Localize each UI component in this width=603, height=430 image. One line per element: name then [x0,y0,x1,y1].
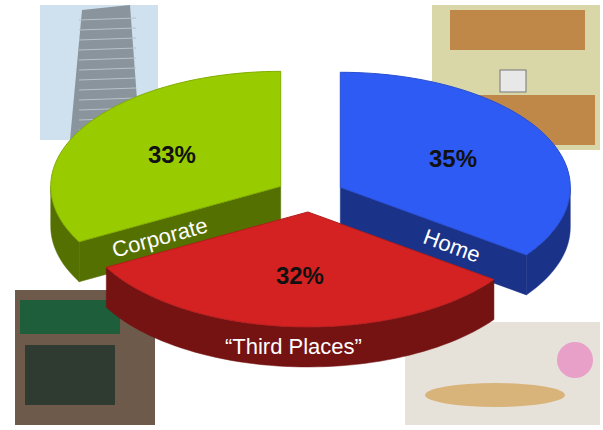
slice-top [340,72,570,255]
slice-top [51,71,281,241]
photo-building-floor [79,78,136,80]
category-label: Corporate [109,213,210,263]
photo-cafe-sign [20,300,120,334]
photo-building-floor [79,68,136,70]
photo-building-floor [79,48,136,50]
category-label: Home [420,224,484,268]
photo-building-floor [79,58,136,60]
chart: Corporate 33% Home 35% “Third Places” 32% [0,0,603,430]
photo-monitor [500,70,526,92]
photo-building-floor [79,98,136,100]
photo-building-floor [79,28,136,30]
labels: Corporate 33% Home 35% “Third Places” 32% [109,141,483,360]
photo-office-table [425,383,565,407]
photo-cabinet [450,10,585,50]
photo-cafe-window [25,345,115,405]
category-label: “Third Places” [225,334,362,359]
data-label: 33% [148,141,196,168]
slice [106,212,494,367]
data-label: 35% [429,145,477,172]
slice-top [106,212,494,327]
photo-building-floor [79,88,136,90]
photo-building-floor [79,18,136,20]
photos [15,5,600,425]
photo-flowers [557,342,593,378]
photo-building-floor [79,38,136,40]
data-label: 32% [276,262,324,289]
